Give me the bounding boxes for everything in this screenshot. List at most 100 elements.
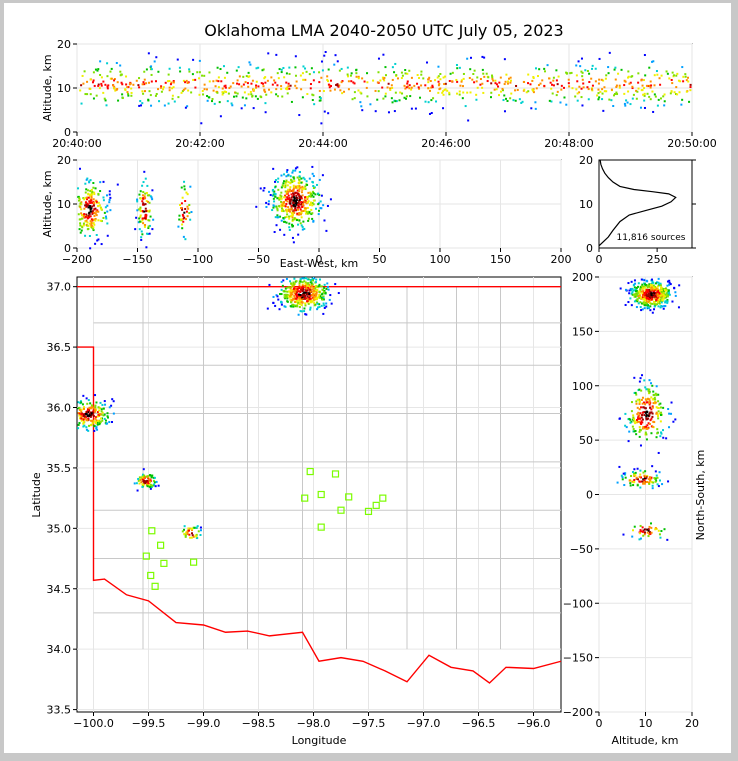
map-source-point — [293, 277, 296, 280]
map-source-point — [298, 301, 301, 304]
map-source-point — [300, 288, 303, 291]
north-south-point — [636, 298, 639, 301]
time-altitude-point — [145, 82, 148, 85]
time-altitude-point — [648, 66, 651, 69]
time-altitude-point — [233, 95, 236, 98]
time-altitude-point — [381, 76, 384, 79]
east-west-point — [276, 216, 279, 219]
time-altitude-point — [408, 69, 411, 72]
north-south-point — [638, 430, 641, 433]
north-south-point — [644, 425, 647, 428]
map-source-point — [286, 290, 289, 293]
time-altitude-point — [657, 98, 660, 101]
east-west-point — [80, 208, 83, 211]
north-south-point — [636, 398, 639, 401]
time-altitude-point — [286, 92, 289, 95]
time-altitude-point — [427, 87, 430, 90]
north-south-point — [664, 289, 667, 292]
time-altitude-point — [501, 87, 504, 90]
north-south-point — [627, 301, 630, 304]
time-altitude-point — [419, 96, 422, 99]
north-south-point — [650, 408, 653, 411]
east-west-point — [290, 196, 293, 199]
east-west-point — [312, 219, 315, 222]
north-south-point — [633, 468, 636, 471]
north-south-point — [666, 284, 669, 287]
north-south-point — [657, 410, 660, 413]
north-south-point — [655, 412, 658, 415]
map-source-point — [317, 285, 320, 288]
time-altitude-point — [645, 84, 648, 87]
time-altitude-point — [605, 74, 608, 77]
east-west-point — [182, 220, 185, 223]
time-altitude-point — [198, 71, 201, 74]
time-altitude-point — [486, 80, 489, 83]
east-west-point — [84, 204, 87, 207]
time-altitude-point — [404, 72, 407, 75]
time-altitude-point — [448, 93, 451, 96]
east-west-point — [145, 210, 148, 213]
map-source-point — [89, 415, 92, 418]
map-xtick-label: −99.0 — [187, 717, 221, 730]
time-altitude-point — [130, 94, 133, 97]
map-source-point — [322, 298, 325, 301]
north-south-point — [657, 393, 660, 396]
time-altitude-point — [253, 88, 256, 91]
north-south-point — [648, 398, 651, 401]
east-west-point — [103, 211, 106, 214]
map-source-point — [328, 298, 331, 301]
map-source-point — [295, 295, 298, 298]
time-altitude-point — [187, 81, 190, 84]
time-altitude-point — [442, 76, 445, 79]
map-source-point — [308, 298, 311, 301]
time-altitude-point — [188, 70, 191, 73]
time-altitude-point — [582, 82, 585, 85]
time-altitude-point — [224, 86, 227, 89]
time-altitude-point — [408, 87, 411, 90]
time-altitude-point — [353, 82, 356, 85]
map-source-point — [297, 294, 300, 297]
east-west-point — [92, 186, 95, 189]
time-altitude-point — [351, 98, 354, 101]
east-west-point — [292, 203, 295, 206]
east-west-point — [190, 211, 193, 214]
time-altitude-point — [504, 80, 507, 83]
time-altitude-point — [261, 69, 264, 72]
time-altitude-point — [216, 91, 219, 94]
map-source-point — [298, 297, 301, 300]
north-south-point — [633, 418, 636, 421]
time-altitude-point — [264, 76, 267, 79]
map-ytick-label: 34.5 — [47, 583, 72, 596]
time-altitude-point — [150, 104, 153, 107]
north-south-point — [624, 303, 627, 306]
east-west-point — [145, 246, 148, 249]
map-source-point — [294, 301, 297, 304]
time-altitude-point — [497, 85, 500, 88]
time-altitude-point — [489, 96, 492, 99]
north-south-point — [656, 303, 659, 306]
time-altitude-point — [205, 88, 208, 91]
east-west-point — [77, 187, 80, 190]
time-altitude-point — [168, 86, 171, 89]
north-south-point — [662, 293, 665, 296]
north-south-point — [659, 406, 662, 409]
time-altitude-point — [670, 90, 673, 93]
time-altitude-point — [176, 58, 179, 61]
east-west-point — [262, 189, 265, 192]
map-source-point — [299, 278, 302, 281]
east-west-point — [265, 205, 268, 208]
east-west-point — [278, 205, 281, 208]
time-altitude-point — [443, 83, 446, 86]
map-source-point — [298, 303, 301, 306]
north-south-point — [647, 398, 650, 401]
time-altitude-point — [188, 68, 191, 71]
east-west-point — [143, 203, 146, 206]
east-west-point — [298, 196, 301, 199]
north-south-point — [655, 474, 658, 477]
time-altitude-point — [588, 72, 591, 75]
east-west-point — [297, 192, 300, 195]
east-west-point — [85, 213, 88, 216]
east-west-point — [321, 174, 324, 177]
east-west-point — [294, 202, 297, 205]
map-source-point — [185, 531, 188, 534]
